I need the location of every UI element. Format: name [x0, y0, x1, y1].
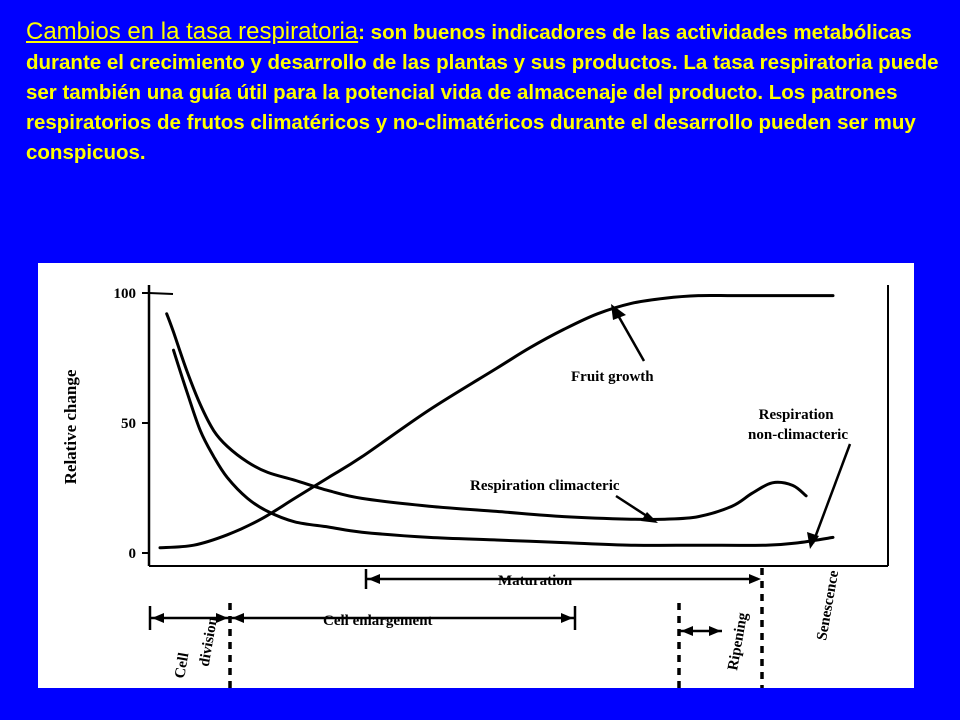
arrowhead-division-right: [216, 613, 228, 623]
annotation-fruit-growth: Fruit growth: [571, 369, 654, 385]
annotation-nc-line1: Respiration: [759, 407, 835, 423]
label-maturation: Maturation: [498, 573, 573, 589]
annotation-respiration-climacteric: Respiration climacteric: [470, 478, 620, 494]
y-ticks: 0 50 100: [114, 286, 149, 562]
slide-text: Cambios en la tasa respiratoria: son bue…: [26, 17, 951, 168]
slide-body: : son buenos indicadores de las activida…: [26, 21, 939, 164]
arrow-non-climacteric: [811, 443, 852, 544]
series-line-respiration-climacteric: [165, 312, 808, 521]
arrowhead-enlargement-left: [232, 613, 244, 623]
arrowhead-maturation-right: [749, 574, 761, 584]
label-cell-division-line2: division: [197, 615, 222, 668]
series-line-respiration-non-climacteric: [172, 348, 835, 547]
arrowhead-fruit-growth: [611, 304, 626, 320]
label-ripening: Ripening: [725, 611, 751, 672]
arrowhead-non-climacteric: [807, 532, 819, 549]
arrowhead-enlargement-right: [561, 613, 573, 623]
arrow-heads: [611, 304, 819, 549]
label-senescence: Senescence: [814, 569, 842, 642]
arrowhead-climacteric: [641, 512, 658, 523]
arrowhead-ripening-left: [681, 626, 693, 636]
slide-heading: Cambios en la tasa respiratoria: [26, 18, 359, 45]
annotation-respiration-non-climacteric: Respiration non-climacteric: [748, 407, 848, 443]
y-axis-label: Relative change: [61, 369, 80, 484]
chart-figure: 0 50 100 Relative change Fruit growth Resp…: [38, 263, 914, 688]
arrowhead-maturation-left: [368, 574, 380, 584]
y-tick-label: 100: [114, 286, 137, 302]
series-line-fruit-growth: [158, 293, 835, 550]
label-cell-division: Cell division: [172, 611, 221, 683]
top-tick: [148, 292, 174, 295]
label-cell-enlargement: Cell enlargement: [323, 613, 433, 629]
chart-svg: 0 50 100 Relative change Fruit growth Resp…: [61, 285, 889, 688]
y-tick-label: 0: [129, 546, 137, 562]
series-layer: [158, 293, 835, 550]
arrow-fruit-growth: [613, 309, 646, 362]
stage-arrowheads: [152, 574, 761, 636]
y-tick-label: 50: [121, 416, 136, 432]
arrowhead-ripening-right: [709, 626, 721, 636]
annotation-nc-line2: non-climacteric: [748, 427, 848, 443]
stage-dividers: [228, 568, 764, 688]
label-cell-division-line1: Cell: [172, 651, 192, 679]
arrowhead-division-left: [152, 613, 164, 623]
